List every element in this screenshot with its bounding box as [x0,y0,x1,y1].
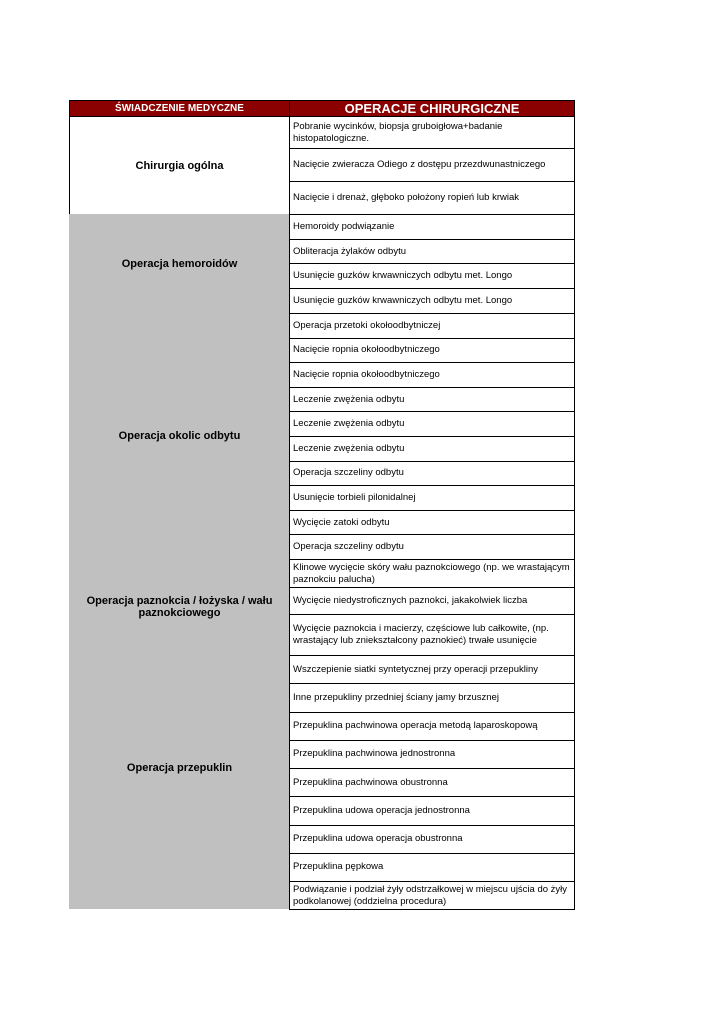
procedure-cell: Przepuklina pachwinowa jednostronna [289,739,575,769]
group-name: Operacja paznokcia / łożyska / wału pazn… [69,559,290,655]
procedure-cell: Nacięcie i drenaż, głęboko położony ropi… [289,181,575,215]
group-name: Chirurgia ogólna [69,116,290,215]
procedure-cell: Operacja przetoki okołoodbytniczej [289,313,575,339]
procedure-cell: Usunięcie guzków krwawniczych odbytu met… [289,288,575,314]
procedure-cell: Nacięcie zwieracza Odiego z dostępu prze… [289,148,575,182]
procedure-cell: Wycięcie niedystroficznych paznokci, jak… [289,587,575,615]
procedure-cell: Przepuklina udowa operacja jednostronna [289,796,575,826]
procedure-cell: Nacięcie ropnia okołoodbytniczego [289,337,575,364]
procedure-cell: Podwiązanie i podział żyły odstrzałkowej… [289,881,575,910]
procedure-cell: Przepuklina pępkowa [289,852,575,882]
procedure-cell: Operacja szczeliny odbytu [289,534,575,560]
header-cell: OPERACJE CHIRURGICZNE [289,100,575,117]
procedure-cell: Usunięcie torbieli pilonidalnej [289,485,575,511]
procedure-cell: Operacja szczeliny odbytu [289,460,575,487]
group-name: Operacja hemoroidów [69,214,290,313]
header-cell: ŚWIADCZENIE MEDYCZNE [69,100,290,117]
procedure-cell: Przepuklina pachwinowa operacja metodą l… [289,711,575,741]
procedure-cell: Leczenie zwężenia odbytu [289,411,575,437]
group-name: Operacja przepuklin [69,655,290,881]
procedure-cell: Leczenie zwężenia odbytu [289,386,575,413]
procedure-cell: Przepuklina pachwinowa obustronna [289,768,575,798]
procedure-cell: Hemoroidy podwiązanie [289,214,575,240]
procedure-cell: Klinowe wycięcie skóry wału paznokcioweg… [289,559,575,588]
procedure-cell: Wycięcie paznokcia i macierzy, częściowe… [289,614,575,656]
procedure-cell: Nacięcie ropnia okołoodbytniczego [289,362,575,388]
procedure-cell: Przepuklina udowa operacja obustronna [289,824,575,854]
procedure-cell: Usunięcie guzków krwawniczych odbytu met… [289,263,575,289]
group-name [69,881,290,909]
procedure-cell: Inne przepukliny przedniej ściany jamy b… [289,683,575,713]
group-name: Operacja okolic odbytu [69,313,290,559]
procedure-cell: Wszczepienie siatki syntetycznej przy op… [289,655,575,685]
procedure-cell: Wycięcie zatoki odbytu [289,509,575,536]
procedure-cell: Obliteracja żylaków odbytu [289,239,575,264]
procedure-cell: Pobranie wycinków, biopsja gruboigłowa+b… [289,116,575,149]
procedure-cell: Leczenie zwężenia odbytu [289,436,575,462]
